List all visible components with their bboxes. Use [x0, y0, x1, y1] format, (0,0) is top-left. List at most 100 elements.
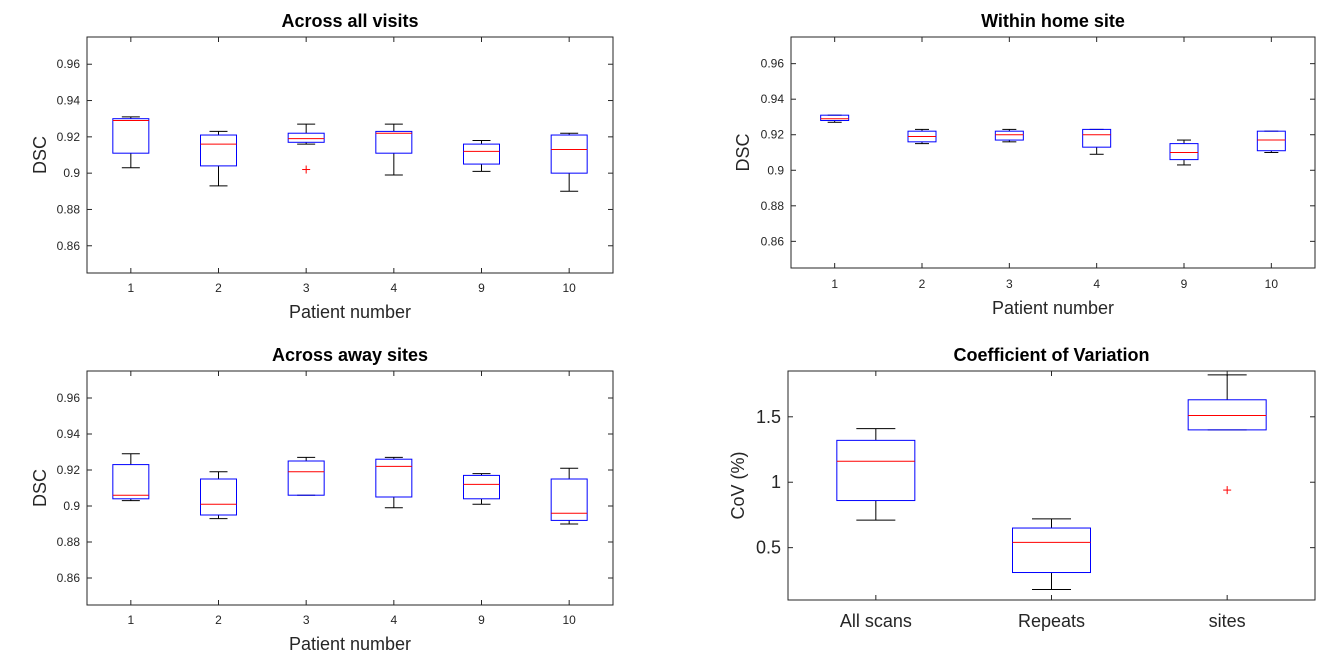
y-tick-label: 0.92	[57, 130, 81, 144]
x-tick-label: All scans	[840, 611, 912, 631]
y-tick-label: 0.94	[761, 92, 785, 106]
x-tick-label: 3	[303, 613, 310, 627]
box-3	[287, 456, 325, 496]
x-axis-label: Patient number	[289, 302, 411, 322]
box-iqr	[287, 132, 325, 143]
y-tick-label: 0.96	[761, 57, 785, 71]
box-iqr	[1012, 527, 1091, 574]
outlier-marker	[302, 165, 311, 174]
x-tick-label: Repeats	[1018, 611, 1085, 631]
chart-panel-1: 0.86 0.88 0.9 0.92 0.94 0.96 1 2 3 4 9 10 Across all…	[30, 11, 614, 322]
y-tick-label: 0.5	[756, 538, 781, 558]
plot-frame	[787, 370, 1316, 601]
y-axis-label: DSC	[30, 136, 50, 174]
box-iqr	[375, 458, 413, 498]
chart-panel-3: 0.86 0.88 0.9 0.92 0.94 0.96 1 2 3 4 9 10 Across awa…	[30, 345, 614, 654]
y-tick-label: 0.88	[761, 199, 785, 213]
box-10	[550, 132, 588, 192]
y-tick-label: 0.86	[761, 234, 785, 248]
box-9	[463, 473, 500, 505]
box-9	[463, 139, 500, 172]
y-tick-label: 0.94	[57, 427, 81, 441]
box-Repeats	[1012, 518, 1091, 591]
outlier-marker	[1223, 486, 1232, 495]
box-iqr	[375, 130, 413, 154]
plot-frame	[86, 370, 614, 606]
x-tick-label: 3	[303, 281, 310, 295]
box-sites	[1187, 374, 1267, 495]
box-4	[375, 456, 413, 509]
chart-panel-2: 0.86 0.88 0.9 0.92 0.94 0.96 1 2 3 4 9 10 Within hom…	[733, 11, 1316, 318]
x-axis-label: Patient number	[992, 298, 1114, 318]
box-iqr	[994, 130, 1024, 141]
chart-title: Across away sites	[272, 345, 428, 365]
box-iqr	[820, 114, 850, 122]
plot-frame	[790, 36, 1316, 269]
x-tick-label: sites	[1209, 611, 1246, 631]
x-tick-label: 10	[562, 281, 576, 295]
y-tick-label: 1	[771, 472, 781, 492]
y-tick-label: 0.94	[57, 94, 81, 108]
x-tick-label: 2	[919, 277, 926, 291]
y-axis-label: DSC	[733, 133, 753, 171]
x-tick-label: 10	[562, 613, 576, 627]
x-tick-label: 10	[1265, 277, 1279, 291]
box-iqr	[112, 118, 150, 154]
box-2	[907, 128, 937, 145]
box-1	[112, 453, 150, 502]
x-tick-label: 1	[127, 613, 134, 627]
y-tick-label: 0.86	[57, 239, 81, 253]
chart-title: Across all visits	[281, 11, 418, 31]
box-iqr	[200, 478, 237, 516]
y-tick-label: 0.88	[57, 202, 81, 216]
x-tick-label: 1	[127, 281, 134, 295]
chart-panel-4: 0.5 1 1.5 All scans Repeats sites Coefficient …	[728, 345, 1316, 631]
y-tick-label: 0.9	[63, 499, 80, 513]
box-2	[200, 471, 237, 520]
box-10	[1256, 130, 1286, 153]
x-tick-label: 2	[215, 281, 222, 295]
y-tick-label: 0.92	[761, 128, 785, 142]
y-tick-label: 0.86	[57, 571, 81, 585]
box-1	[820, 114, 850, 123]
y-axis-label: DSC	[30, 469, 50, 507]
box-iqr	[287, 460, 325, 496]
box-iqr	[550, 478, 588, 521]
x-tick-label: 1	[831, 277, 838, 291]
box-2	[200, 130, 237, 187]
box-iqr	[463, 143, 500, 165]
box-iqr	[1256, 130, 1286, 152]
box-iqr	[1187, 399, 1267, 431]
box-4	[1082, 128, 1112, 155]
box-iqr	[112, 464, 150, 500]
y-tick-label: 1.5	[756, 407, 781, 427]
box-iqr	[836, 439, 916, 502]
x-tick-label: 4	[390, 613, 397, 627]
box-3	[994, 128, 1024, 143]
x-tick-label: 4	[1093, 277, 1100, 291]
chart-title: Coefficient of Variation	[953, 345, 1149, 365]
y-tick-label: 0.9	[767, 163, 784, 177]
y-tick-label: 0.9	[63, 166, 80, 180]
x-tick-label: 9	[1181, 277, 1188, 291]
x-tick-label: 3	[1006, 277, 1013, 291]
box-All scans	[836, 428, 916, 521]
box-3	[287, 123, 325, 174]
x-tick-label: 9	[478, 281, 485, 295]
y-axis-label: CoV (%)	[728, 451, 748, 519]
box-1	[112, 116, 150, 169]
y-tick-label: 0.92	[57, 463, 81, 477]
box-9	[1169, 139, 1199, 166]
x-tick-label: 2	[215, 613, 222, 627]
box-iqr	[1169, 143, 1199, 161]
y-tick-label: 0.96	[57, 391, 81, 405]
chart-title: Within home site	[981, 11, 1125, 31]
x-axis-label: Patient number	[289, 634, 411, 654]
y-tick-label: 0.96	[57, 57, 81, 71]
y-tick-label: 0.88	[57, 535, 81, 549]
box-iqr	[1082, 128, 1112, 148]
box-4	[375, 123, 413, 176]
box-iqr	[463, 474, 500, 500]
box-10	[550, 467, 588, 525]
